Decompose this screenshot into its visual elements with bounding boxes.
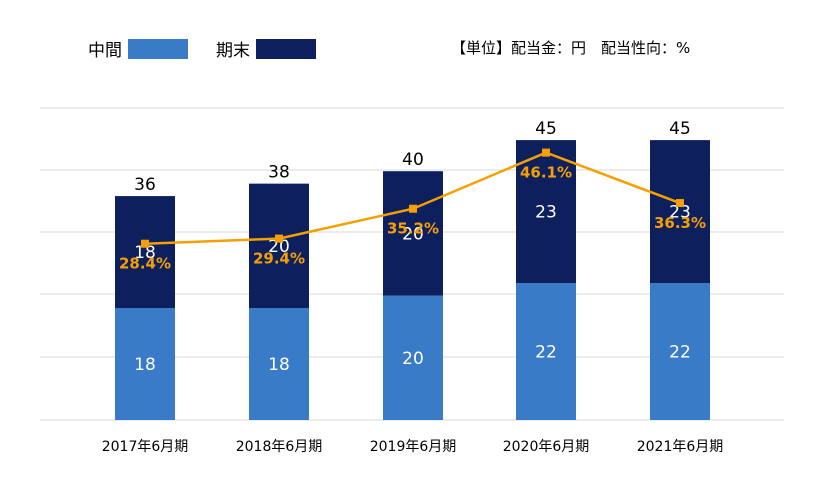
bar-total-label: 45 <box>535 119 557 139</box>
bar-interim-label: 20 <box>402 349 424 369</box>
x-tick-label: 2019年6月期 <box>370 439 457 455</box>
bar-total-label: 38 <box>268 163 290 183</box>
bar-yearend-label: 18 <box>134 243 156 263</box>
legend-yearend: 期末 <box>216 36 316 61</box>
bar-interim <box>650 283 710 420</box>
bar-interim-label: 18 <box>134 355 156 375</box>
legend-yearend-label: 期末 <box>216 41 250 61</box>
x-tick-label: 2018年6月期 <box>236 439 323 455</box>
legend-yearend-swatch <box>256 38 316 59</box>
bar-yearend <box>383 171 443 296</box>
legend-interim-swatch <box>128 38 188 59</box>
bar-yearend-label: 23 <box>535 203 557 223</box>
payout-ratio-marker <box>141 239 149 248</box>
payout-ratio-label: 28.4% <box>119 255 171 273</box>
payout-ratio-marker <box>275 234 283 243</box>
legend-interim-label: 中間 <box>88 41 122 61</box>
payout-ratio-label: 29.4% <box>253 250 305 268</box>
payout-ratio-marker <box>542 148 550 157</box>
bar-yearend <box>249 183 309 309</box>
bar-interim-label: 22 <box>535 343 557 363</box>
bar-total-label: 40 <box>402 150 424 170</box>
bar-yearend <box>516 140 576 284</box>
unit-note: 【単位】配当金：円 配当性向：% <box>451 39 691 57</box>
bar-interim <box>383 295 443 420</box>
payout-ratio-label: 35.2% <box>387 220 439 238</box>
bar-yearend <box>650 140 710 284</box>
legend-interim: 中間 <box>88 36 188 61</box>
x-tick-label: 2021年6月期 <box>637 439 724 455</box>
bar-yearend-label: 23 <box>669 203 691 223</box>
x-tick-label: 2020年6月期 <box>503 439 590 455</box>
bar-interim <box>249 308 309 420</box>
bar-interim-label: 22 <box>669 343 691 363</box>
bar-interim-label: 18 <box>268 355 290 375</box>
bar-interim <box>115 308 175 420</box>
bar-total-label: 45 <box>669 119 691 139</box>
payout-ratio-marker <box>409 204 417 213</box>
payout-ratio-marker <box>676 199 684 208</box>
x-tick-label: 2017年6月期 <box>102 439 189 455</box>
bar-total-label: 36 <box>134 175 156 195</box>
bar-yearend <box>115 196 175 309</box>
bar-yearend-label: 20 <box>402 224 424 244</box>
payout-ratio-label: 46.1% <box>520 164 572 182</box>
bar-interim <box>516 283 576 420</box>
payout-ratio-label: 36.3% <box>654 214 706 232</box>
bar-yearend-label: 20 <box>268 237 290 257</box>
